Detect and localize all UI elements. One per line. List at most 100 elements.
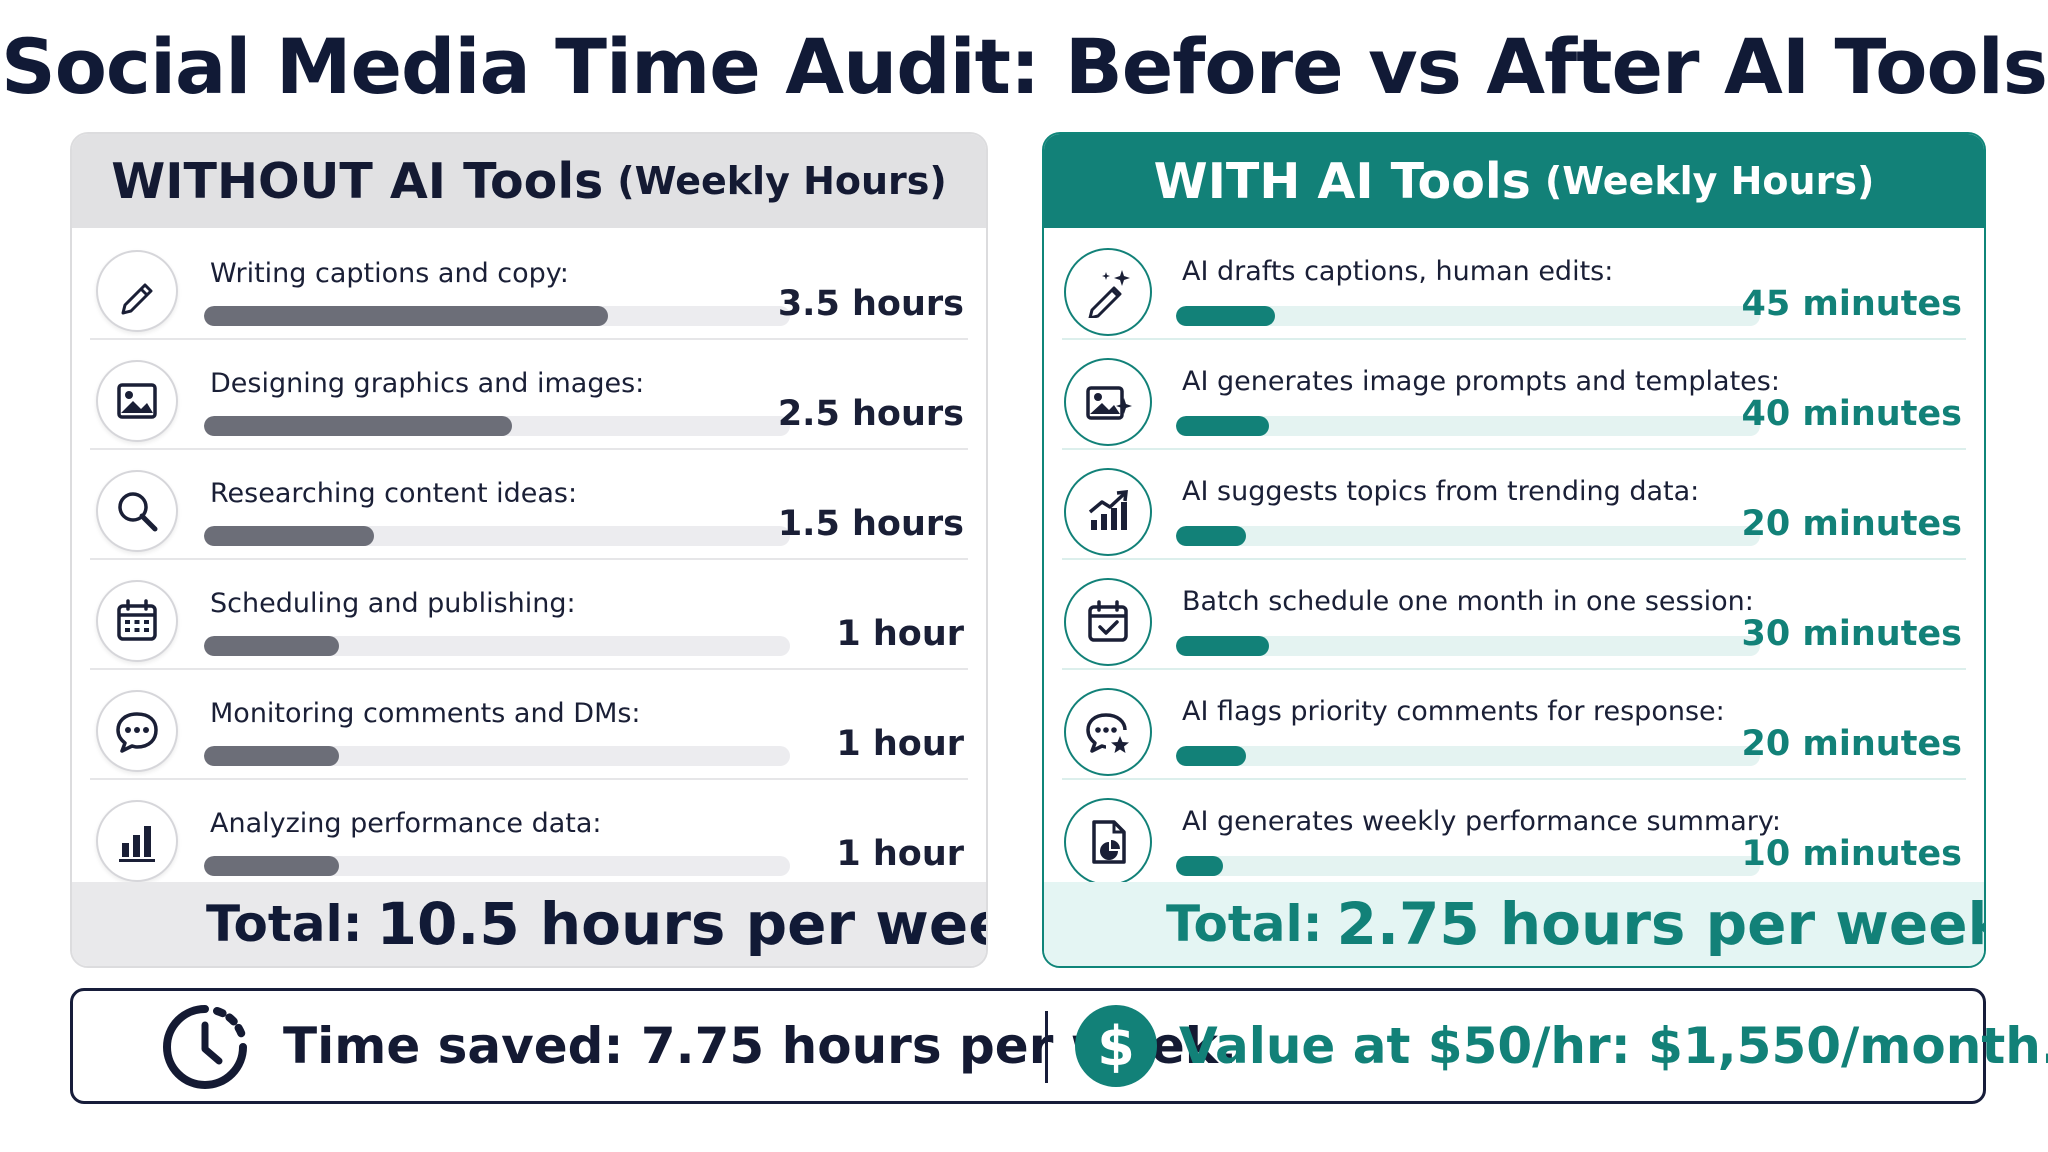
without-ai-time-bar <box>204 526 790 546</box>
svg-text:$: $ <box>1097 1015 1135 1078</box>
with-ai-icon-badge <box>1064 468 1152 556</box>
without-ai-time-value: 3.5 hours <box>777 284 964 324</box>
without-ai-task-row: Analyzing performance data: 1 hour <box>72 780 986 890</box>
without-ai-time-bar-fill <box>204 306 609 326</box>
with-ai-task-row: AI generates image prompts and templates… <box>1044 340 1984 450</box>
without-ai-task-list: Writing captions and copy: 3.5 hours Desig… <box>72 230 986 890</box>
with-ai-time-bar <box>1176 746 1760 766</box>
with-ai-header: WITH AI Tools (Weekly Hours) <box>1044 134 1984 228</box>
without-ai-header-subtitle: (Weekly Hours) <box>617 159 947 203</box>
with-ai-task-row: Batch schedule one month in one session:… <box>1044 560 1984 670</box>
summary-divider <box>1045 1011 1048 1083</box>
without-ai-task-label: Designing graphics and images: <box>210 368 645 399</box>
without-ai-time-value: 1 hour <box>836 614 964 654</box>
without-ai-icon-badge <box>96 690 178 772</box>
without-ai-task-label: Scheduling and publishing: <box>210 588 576 619</box>
with-ai-time-bar-fill <box>1176 856 1223 876</box>
image-icon <box>117 383 157 419</box>
monthly-value-text: Value at $50/hr: $1,550/month. <box>1179 1017 2048 1075</box>
with-ai-task-label: AI flags priority comments for response: <box>1182 696 1725 727</box>
with-ai-icon-badge <box>1064 248 1152 336</box>
chat-star-icon <box>1086 713 1129 753</box>
with-ai-time-bar-fill <box>1176 416 1270 436</box>
chat-bubble-icon <box>116 712 158 753</box>
report-document-icon <box>1092 820 1126 864</box>
with-ai-task-list: AI drafts captions, human edits: 45 minut… <box>1044 230 1984 890</box>
without-ai-time-bar <box>204 306 790 326</box>
without-ai-task-label: Writing captions and copy: <box>210 258 569 289</box>
with-ai-time-value: 30 minutes <box>1741 614 1963 654</box>
without-ai-time-bar-fill <box>204 636 339 656</box>
dollar-icon: $ <box>1075 1005 1157 1087</box>
with-ai-time-bar-fill <box>1176 636 1270 656</box>
with-ai-time-bar <box>1176 416 1760 436</box>
without-ai-time-value: 1 hour <box>836 834 964 874</box>
with-ai-panel: WITH AI Tools (Weekly Hours) AI drafts c… <box>1042 132 1986 968</box>
without-ai-task-label: Researching content ideas: <box>210 478 578 509</box>
with-ai-time-bar <box>1176 856 1760 876</box>
with-ai-task-row: AI drafts captions, human edits: 45 minut… <box>1044 230 1984 340</box>
savings-summary: Time saved: 7.75 hours per week. $ Value… <box>70 988 2048 1104</box>
without-ai-task-row: Scheduling and publishing: 1 hour <box>72 560 986 670</box>
page-title: Social Media Time Audit: Before vs After… <box>0 22 2048 111</box>
with-ai-task-label: AI suggests topics from trending data: <box>1182 476 1700 507</box>
without-ai-total-label: Total: <box>206 895 363 953</box>
magic-pen-icon <box>1088 270 1130 318</box>
with-ai-task-row: AI suggests topics from trending data: 20… <box>1044 450 1984 560</box>
with-ai-task-row: AI generates weekly performance summary:… <box>1044 780 1984 890</box>
without-ai-time-bar <box>204 856 790 876</box>
with-ai-icon-badge <box>1064 358 1152 446</box>
with-ai-time-bar-fill <box>1176 526 1247 546</box>
calendar-check-icon <box>1088 600 1128 642</box>
without-ai-time-value: 1.5 hours <box>777 504 964 544</box>
without-ai-icon-badge <box>96 580 178 662</box>
with-ai-time-bar <box>1176 636 1760 656</box>
with-ai-time-value: 10 minutes <box>1741 834 1963 874</box>
pencil-icon <box>121 283 153 315</box>
with-ai-total: Total: 2.75 hours per week <box>1044 882 1984 966</box>
with-ai-time-value: 40 minutes <box>1741 394 1963 434</box>
with-ai-task-label: Batch schedule one month in one session: <box>1182 586 1754 617</box>
without-ai-task-row: Monitoring comments and DMs: 1 hour <box>72 670 986 780</box>
without-ai-time-bar-fill <box>204 746 339 766</box>
with-ai-icon-badge <box>1064 798 1152 886</box>
with-ai-icon-badge <box>1064 688 1152 776</box>
with-ai-time-bar-fill <box>1176 746 1247 766</box>
with-ai-total-label: Total: <box>1166 895 1323 953</box>
sparkle-image-icon <box>1086 386 1132 420</box>
with-ai-time-bar <box>1176 526 1760 546</box>
with-ai-time-bar <box>1176 306 1760 326</box>
without-ai-panel: WITHOUT AI Tools (Weekly Hours) Writing … <box>70 132 988 968</box>
without-ai-time-bar <box>204 636 790 656</box>
with-ai-header-title: WITH AI Tools <box>1153 152 1531 210</box>
without-ai-total: Total: 10.5 hours per week <box>72 882 986 966</box>
without-ai-icon-badge <box>96 360 178 442</box>
without-ai-total-value: 10.5 hours per week <box>376 890 988 958</box>
without-ai-task-label: Monitoring comments and DMs: <box>210 698 641 729</box>
without-ai-time-bar <box>204 416 790 436</box>
with-ai-icon-badge <box>1064 578 1152 666</box>
with-ai-task-label: AI generates image prompts and templates… <box>1182 366 1780 397</box>
without-ai-time-bar <box>204 746 790 766</box>
without-ai-time-bar-fill <box>204 416 512 436</box>
with-ai-task-label: AI drafts captions, human edits: <box>1182 256 1614 287</box>
without-ai-task-row: Researching content ideas: 1.5 hours <box>72 450 986 560</box>
magnifier-icon <box>118 492 158 532</box>
without-ai-header-title: WITHOUT AI Tools <box>111 152 604 210</box>
without-ai-time-bar-fill <box>204 526 374 546</box>
with-ai-task-row: AI flags priority comments for response:… <box>1044 670 1984 780</box>
without-ai-time-bar-fill <box>204 856 339 876</box>
without-ai-time-value: 1 hour <box>836 724 964 764</box>
with-ai-total-value: 2.75 hours per week <box>1336 890 1986 958</box>
with-ai-header-subtitle: (Weekly Hours) <box>1544 159 1875 203</box>
calendar-icon <box>117 599 157 641</box>
without-ai-task-row: Writing captions and copy: 3.5 hours <box>72 230 986 340</box>
without-ai-time-value: 2.5 hours <box>777 394 964 434</box>
with-ai-time-bar-fill <box>1176 306 1276 326</box>
bar-chart-icon <box>119 826 155 862</box>
without-ai-icon-badge <box>96 470 178 552</box>
clock-icon <box>163 1005 247 1089</box>
without-ai-header: WITHOUT AI Tools (Weekly Hours) <box>72 134 986 228</box>
without-ai-task-label: Analyzing performance data: <box>210 808 602 839</box>
